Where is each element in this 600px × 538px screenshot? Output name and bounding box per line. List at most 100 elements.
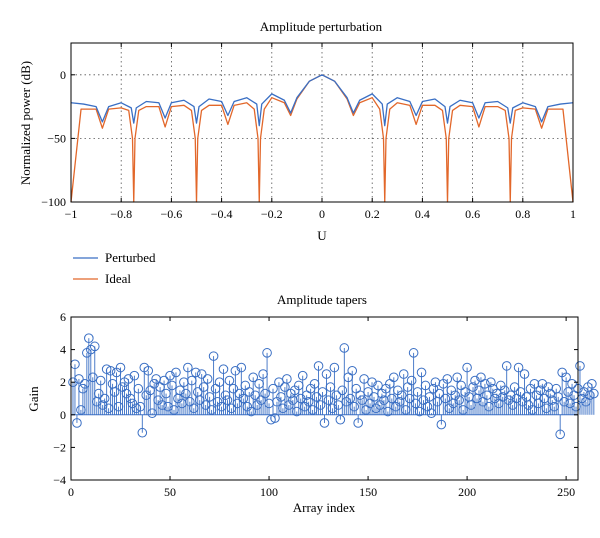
chart2-ytick-label: 0 bbox=[60, 408, 66, 422]
stem-marker bbox=[109, 387, 120, 397]
chart1-xtick-label: −0.4 bbox=[211, 207, 233, 221]
chart2-ytick-label: −2 bbox=[53, 440, 66, 454]
chart2-ytick-label: 6 bbox=[60, 310, 66, 324]
stem-marker bbox=[315, 400, 326, 410]
stem-marker bbox=[567, 379, 577, 389]
stem-marker bbox=[462, 362, 472, 373]
stem-marker bbox=[408, 348, 419, 358]
stem-marker bbox=[72, 418, 82, 428]
amplitude-tapers-chart: Amplitude tapers 0 50 100 150 200 250 −4 −2 0 2 4 6… bbox=[26, 292, 599, 515]
stem-marker bbox=[468, 382, 478, 392]
stem-marker bbox=[440, 393, 451, 404]
stem-marker bbox=[105, 365, 116, 376]
stem-marker bbox=[93, 388, 104, 399]
stem-marker bbox=[454, 395, 464, 405]
stem-marker bbox=[196, 369, 207, 379]
chart2-title: Amplitude tapers bbox=[277, 292, 367, 307]
chart2-xtick-label: 150 bbox=[359, 485, 377, 499]
stem-marker bbox=[519, 369, 530, 379]
stem-marker bbox=[349, 401, 360, 412]
stem-marker bbox=[202, 374, 213, 384]
stem-marker bbox=[238, 393, 249, 404]
stem-marker bbox=[335, 414, 346, 425]
stem-marker bbox=[587, 379, 597, 389]
stem-marker bbox=[442, 374, 453, 384]
stem-marker bbox=[359, 374, 369, 384]
stem-marker bbox=[353, 418, 363, 428]
stem-marker bbox=[416, 367, 427, 378]
stem-marker bbox=[339, 343, 350, 353]
chart2-xtick-label: 50 bbox=[164, 485, 176, 499]
stem-marker bbox=[470, 375, 480, 386]
chart2-xlabel: Array index bbox=[293, 500, 356, 515]
stem-marker bbox=[347, 365, 358, 376]
stem-marker bbox=[123, 374, 134, 384]
stem-marker bbox=[165, 370, 175, 381]
series-line-perturbed bbox=[70, 74, 574, 127]
stem-marker bbox=[228, 383, 239, 394]
stem-marker bbox=[389, 372, 399, 383]
stem-marker bbox=[99, 393, 110, 404]
chart1-xtick-label: 0.6 bbox=[465, 207, 480, 221]
stem-marker bbox=[321, 369, 332, 379]
chart2-ticks: 0 50 100 150 200 250 −4 −2 0 2 4 6 bbox=[53, 310, 578, 499]
stem-marker bbox=[181, 388, 191, 399]
chart1-title: Amplitude perturbation bbox=[260, 19, 383, 34]
stem-marker bbox=[406, 375, 417, 386]
stem-marker bbox=[474, 385, 484, 396]
stem-marker bbox=[87, 372, 98, 383]
legend-label-ideal: Ideal bbox=[105, 271, 131, 286]
stem-marker bbox=[545, 388, 556, 399]
chart2-ytick-label: −4 bbox=[53, 473, 66, 487]
stem-marker bbox=[480, 379, 490, 389]
stem-marker bbox=[575, 361, 585, 371]
stem-marker bbox=[428, 383, 439, 394]
stem-marker bbox=[420, 380, 431, 391]
stem-marker bbox=[513, 362, 524, 373]
chart2-xtick-label: 100 bbox=[260, 485, 278, 499]
stem-marker bbox=[218, 364, 229, 374]
chart2-xtick-label: 200 bbox=[458, 485, 476, 499]
stem-marker bbox=[555, 429, 565, 440]
stem-marker bbox=[224, 375, 235, 386]
stem-marker bbox=[311, 392, 322, 402]
chart1-xtick-label: 0.2 bbox=[365, 207, 380, 221]
stem-marker bbox=[486, 377, 496, 388]
chart2-xtick-label: 250 bbox=[557, 485, 575, 499]
chart1-ytick-label: −50 bbox=[47, 131, 66, 145]
chart1-ytick-label: 0 bbox=[60, 68, 66, 82]
stem-marker bbox=[537, 379, 548, 389]
chart2-ytick-label: 4 bbox=[60, 343, 66, 357]
chart1-xtick-label: 0.8 bbox=[515, 207, 530, 221]
stem-marker bbox=[331, 390, 342, 401]
stem-marker bbox=[589, 388, 599, 399]
stem-marker bbox=[129, 370, 140, 381]
stem-marker bbox=[68, 377, 78, 388]
chart2-ytick-label: 2 bbox=[60, 375, 66, 389]
stem-marker bbox=[436, 419, 447, 430]
stem-marker bbox=[329, 362, 340, 373]
stem-marker bbox=[262, 348, 272, 358]
chart2-xtick-label: 0 bbox=[68, 485, 74, 499]
stem-marker bbox=[95, 375, 106, 386]
stem-marker bbox=[398, 369, 409, 379]
chart1-xlabel: U bbox=[317, 228, 327, 243]
stem-marker bbox=[222, 395, 233, 405]
stem-marker bbox=[357, 395, 367, 405]
stem-marker bbox=[190, 367, 201, 378]
stem-marker bbox=[313, 361, 324, 371]
stem-marker bbox=[274, 377, 284, 388]
stem-marker bbox=[410, 398, 421, 409]
stem-marker bbox=[561, 372, 571, 383]
chart2-ylabel: Gain bbox=[26, 386, 41, 412]
stem-marker bbox=[248, 372, 259, 383]
stem-marker bbox=[143, 365, 154, 376]
chart1-xtick-label: 0.4 bbox=[415, 207, 430, 221]
stem-marker bbox=[230, 365, 241, 376]
stem-marker bbox=[183, 362, 193, 373]
stem-marker bbox=[452, 372, 462, 383]
stem-marker bbox=[303, 396, 314, 407]
stem-marker bbox=[260, 388, 270, 399]
stem-marker bbox=[501, 361, 512, 371]
